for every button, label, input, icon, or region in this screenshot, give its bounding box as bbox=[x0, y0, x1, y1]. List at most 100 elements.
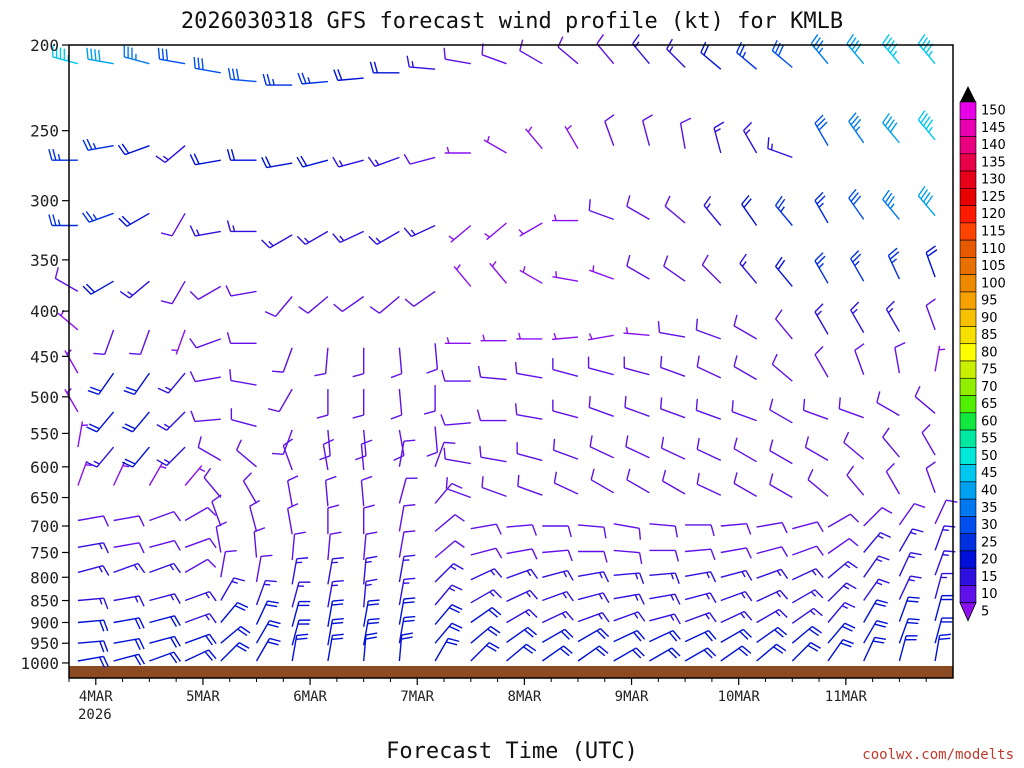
wind-barb bbox=[296, 155, 329, 168]
wind-barb bbox=[626, 254, 650, 280]
wind-barb bbox=[327, 531, 342, 561]
wind-barb bbox=[193, 56, 221, 74]
wind-barb bbox=[189, 338, 222, 349]
colorbar-swatch bbox=[959, 136, 977, 155]
wind-barb bbox=[434, 441, 456, 468]
wind-barb bbox=[171, 329, 186, 355]
colorbar-max-arrow bbox=[960, 86, 976, 102]
wind-barb bbox=[666, 38, 686, 68]
wind-barb bbox=[898, 552, 922, 577]
wind-barb bbox=[255, 600, 279, 625]
wind-barb bbox=[113, 562, 146, 574]
wind-barb bbox=[925, 245, 938, 278]
wind-barb bbox=[390, 389, 403, 420]
wind-barb bbox=[587, 356, 614, 376]
wind-barb bbox=[406, 55, 436, 70]
wind-barb bbox=[470, 523, 502, 535]
wind-barb bbox=[552, 214, 578, 222]
wind-barb bbox=[657, 321, 686, 338]
wind-barb bbox=[898, 618, 920, 644]
wind-barb bbox=[483, 135, 507, 154]
x-axis: 4MAR 5MAR 6MAR 7MAR 8MAR 9MAR 10MAR 11MAR bbox=[68, 678, 927, 705]
wind-barb bbox=[882, 189, 900, 220]
colorbar-swatch bbox=[959, 291, 977, 310]
colorbar-swatch bbox=[959, 567, 977, 586]
wind-barb bbox=[701, 254, 722, 284]
wind-barb bbox=[506, 643, 537, 662]
colorbar-label: 85 bbox=[981, 328, 998, 343]
x-axis-title: Forecast Time (UTC) bbox=[386, 739, 638, 764]
colorbar-label: 65 bbox=[981, 397, 998, 412]
wind-barb bbox=[291, 581, 311, 608]
wind-barb bbox=[934, 633, 952, 662]
wind-barb bbox=[541, 645, 573, 662]
wind-barb bbox=[453, 264, 472, 287]
wind-barb bbox=[590, 468, 615, 494]
wind-barb bbox=[77, 655, 110, 668]
wind-barb bbox=[898, 502, 926, 526]
colorbar-swatch bbox=[959, 170, 977, 189]
wind-barb bbox=[398, 504, 416, 532]
y-tick-label: 500 bbox=[30, 388, 59, 407]
x-tick-label: 10MAR bbox=[718, 689, 761, 705]
wind-barb bbox=[814, 114, 829, 147]
x-tick-label: 4MAR bbox=[79, 689, 113, 705]
wind-barb bbox=[625, 435, 650, 459]
wind-barb bbox=[470, 625, 501, 644]
wind-barb bbox=[882, 113, 900, 144]
colorbar-swatch bbox=[959, 239, 977, 258]
wind-barb bbox=[149, 539, 181, 551]
wind-barb bbox=[434, 604, 463, 626]
wind-barb bbox=[434, 482, 463, 504]
colorbar-swatch bbox=[959, 585, 977, 604]
wind-barb bbox=[470, 607, 502, 624]
wind-barb bbox=[827, 601, 856, 623]
wind-barb bbox=[564, 124, 579, 150]
x-tick-label: 7MAR bbox=[400, 689, 434, 705]
wind-barb bbox=[660, 436, 686, 460]
colorbar-label: 40 bbox=[981, 484, 998, 499]
wind-barb bbox=[827, 513, 860, 528]
wind-barb bbox=[398, 597, 416, 625]
wind-barb bbox=[696, 472, 722, 496]
wind-barb bbox=[898, 596, 920, 622]
wind-barb bbox=[264, 296, 293, 318]
wind-barb bbox=[587, 333, 614, 341]
plot-frame bbox=[68, 44, 954, 679]
colorbar-label: 90 bbox=[981, 311, 998, 326]
wind-barb bbox=[113, 542, 145, 554]
wind-barb bbox=[403, 224, 436, 238]
wind-barb bbox=[82, 280, 114, 295]
wind-barb bbox=[77, 515, 110, 527]
colorbar-label: 35 bbox=[981, 501, 998, 516]
wind-barb bbox=[814, 303, 829, 335]
wind-barb bbox=[623, 327, 650, 336]
wind-barb bbox=[649, 647, 681, 662]
wind-barb bbox=[444, 146, 471, 154]
wind-barb bbox=[577, 592, 610, 604]
wind-barb bbox=[769, 398, 793, 424]
wind-barb bbox=[122, 411, 150, 433]
wind-barbs-layer bbox=[48, 34, 958, 668]
wind-barb bbox=[848, 188, 865, 220]
wind-barb bbox=[695, 318, 722, 340]
colorbar-label: 100 bbox=[981, 276, 1006, 291]
wind-barb bbox=[227, 67, 257, 83]
wind-barb bbox=[297, 72, 328, 85]
wind-barb bbox=[589, 435, 614, 459]
x-tick-label: 8MAR bbox=[508, 689, 542, 705]
wind-barb bbox=[327, 557, 344, 585]
wind-barb bbox=[921, 423, 936, 456]
wind-barb bbox=[197, 436, 222, 462]
wind-barb bbox=[756, 589, 789, 603]
wind-barb bbox=[291, 600, 311, 627]
colorbar-label: 115 bbox=[981, 225, 1006, 240]
wind-barb bbox=[480, 334, 507, 342]
wind-barb bbox=[220, 625, 251, 644]
y-tick-label: 350 bbox=[30, 251, 59, 270]
y-tick-label: 950 bbox=[30, 634, 59, 653]
x-tick-label: 6MAR bbox=[293, 689, 327, 705]
wind-barb bbox=[324, 475, 337, 507]
colorbar-swatch bbox=[959, 274, 977, 293]
